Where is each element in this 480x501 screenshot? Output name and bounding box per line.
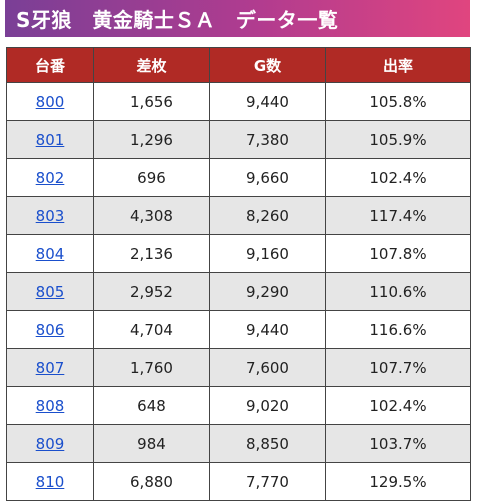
- machine-number-link[interactable]: 806: [35, 320, 65, 339]
- games-cell: 9,440: [209, 82, 326, 121]
- machine-cell: 804: [6, 234, 94, 273]
- machine-cell: 808: [6, 386, 94, 425]
- table-row: 804 2,136 9,160 107.8%: [6, 234, 471, 273]
- machine-cell: 802: [6, 158, 94, 197]
- diff-cell: 6,880: [93, 462, 210, 501]
- machine-number-link[interactable]: 809: [35, 434, 65, 453]
- games-cell: 9,290: [209, 272, 326, 311]
- header-machine-number: 台番: [6, 47, 94, 83]
- games-cell: 7,600: [209, 348, 326, 387]
- table-row: 801 1,296 7,380 105.9%: [6, 120, 471, 159]
- machine-cell: 800: [6, 82, 94, 121]
- diff-cell: 1,760: [93, 348, 210, 387]
- games-cell: 8,850: [209, 424, 326, 463]
- table-row: 802 696 9,660 102.4%: [6, 158, 471, 197]
- header-diff: 差枚: [93, 47, 210, 83]
- table-row: 803 4,308 8,260 117.4%: [6, 196, 471, 235]
- machine-number-link[interactable]: 801: [35, 130, 65, 149]
- machine-number-link[interactable]: 803: [35, 206, 65, 225]
- diff-cell: 2,952: [93, 272, 210, 311]
- machine-number-link[interactable]: 802: [35, 168, 65, 187]
- table-row: 807 1,760 7,600 107.7%: [6, 348, 471, 387]
- games-cell: 9,160: [209, 234, 326, 273]
- diff-cell: 648: [93, 386, 210, 425]
- machine-number-link[interactable]: 807: [35, 358, 65, 377]
- rate-cell: 105.8%: [325, 82, 471, 121]
- diff-cell: 1,656: [93, 82, 210, 121]
- machine-cell: 801: [6, 120, 94, 159]
- table-row: 810 6,880 7,770 129.5%: [6, 462, 471, 501]
- machine-number-link[interactable]: 804: [35, 244, 65, 263]
- diff-cell: 4,704: [93, 310, 210, 349]
- games-cell: 9,440: [209, 310, 326, 349]
- rate-cell: 129.5%: [325, 462, 471, 501]
- diff-cell: 4,308: [93, 196, 210, 235]
- machine-cell: 809: [6, 424, 94, 463]
- machine-cell: 803: [6, 196, 94, 235]
- games-cell: 9,660: [209, 158, 326, 197]
- header-rate: 出率: [325, 47, 471, 83]
- table-row: 806 4,704 9,440 116.6%: [6, 310, 471, 349]
- page-title: S牙狼 黄金騎士ＳＡ データ一覧: [16, 8, 339, 32]
- rate-cell: 102.4%: [325, 386, 471, 425]
- machine-number-link[interactable]: 810: [35, 472, 65, 491]
- rate-cell: 107.8%: [325, 234, 471, 273]
- rate-cell: 103.7%: [325, 424, 471, 463]
- rate-cell: 117.4%: [325, 196, 471, 235]
- table-body: 800 1,656 9,440 105.8% 801 1,296 7,380 105.9% 80…: [6, 82, 471, 501]
- machine-number-link[interactable]: 800: [35, 92, 65, 111]
- machine-cell: 807: [6, 348, 94, 387]
- machine-cell: 805: [6, 272, 94, 311]
- rate-cell: 105.9%: [325, 120, 471, 159]
- machine-cell: 810: [6, 462, 94, 501]
- games-cell: 7,770: [209, 462, 326, 501]
- table-row: 808 648 9,020 102.4%: [6, 386, 471, 425]
- table-row: 809 984 8,850 103.7%: [6, 424, 471, 463]
- games-cell: 9,020: [209, 386, 326, 425]
- diff-cell: 1,296: [93, 120, 210, 159]
- rate-cell: 107.7%: [325, 348, 471, 387]
- machine-cell: 806: [6, 310, 94, 349]
- title-bar: S牙狼 黄金騎士ＳＡ データ一覧: [5, 0, 470, 37]
- header-games: G数: [209, 47, 326, 83]
- rate-cell: 110.6%: [325, 272, 471, 311]
- diff-cell: 2,136: [93, 234, 210, 273]
- table-row: 800 1,656 9,440 105.8%: [6, 82, 471, 121]
- diff-cell: 984: [93, 424, 210, 463]
- diff-cell: 696: [93, 158, 210, 197]
- data-table: 台番 差枚 G数 出率 800 1,656 9,440 105.8% 801 1,296 7…: [6, 47, 471, 501]
- games-cell: 8,260: [209, 196, 326, 235]
- games-cell: 7,380: [209, 120, 326, 159]
- table-row: 805 2,952 9,290 110.6%: [6, 272, 471, 311]
- rate-cell: 102.4%: [325, 158, 471, 197]
- rate-cell: 116.6%: [325, 310, 471, 349]
- machine-number-link[interactable]: 805: [35, 282, 65, 301]
- machine-number-link[interactable]: 808: [35, 396, 65, 415]
- header-row: 台番 差枚 G数 出率: [6, 47, 471, 83]
